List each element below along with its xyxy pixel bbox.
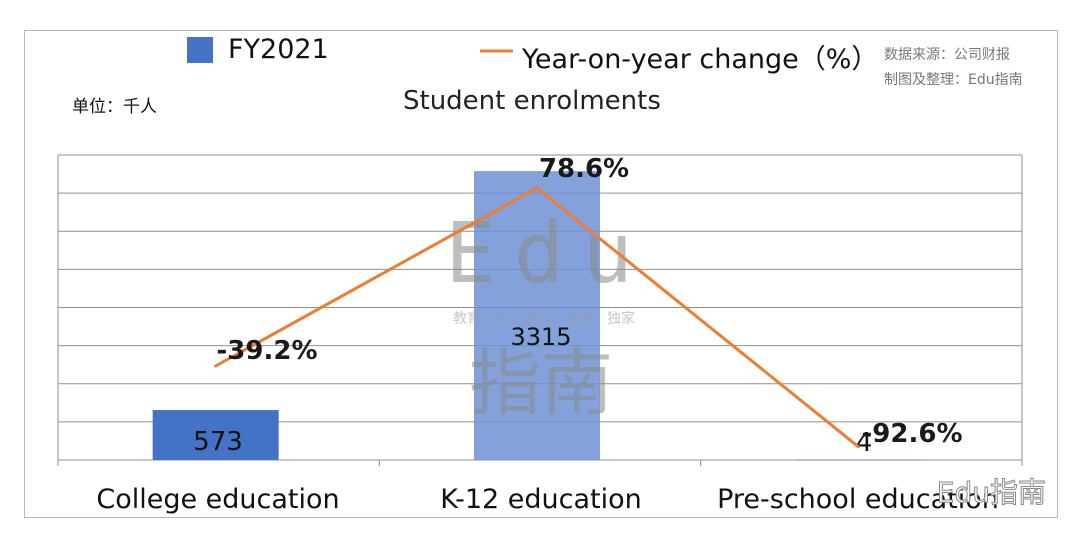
yoy-point-2 <box>856 445 860 449</box>
bar-labels: 573 3315 4 <box>193 323 872 458</box>
source-line-2: 制图及整理：Edu指南 <box>884 72 1023 88</box>
watermark-cjk: 指南 <box>469 341 613 425</box>
legend-line-label: Year-on-year change（%） <box>522 44 879 75</box>
category-label-0: College education <box>96 484 339 515</box>
corner-watermark: Edu指南 <box>937 476 1046 509</box>
yoy-value-label-0: -39.2% <box>217 336 318 366</box>
bar-value-label-1: 3315 <box>510 323 571 351</box>
yoy-value-label-1: 78.6% <box>539 154 629 184</box>
chart-title: Student enrolments <box>403 86 661 116</box>
bar-2 <box>795 459 922 461</box>
yoy-point-1 <box>535 186 539 190</box>
yoy-point-0 <box>214 364 218 368</box>
category-labels: College education K-12 education Pre-schoo… <box>96 484 999 515</box>
bar-value-label-0: 573 <box>193 427 243 457</box>
yoy-value-label-2: -92.6% <box>862 419 963 449</box>
unit-label: 单位：千人 <box>72 97 157 117</box>
legend-marks <box>187 37 513 63</box>
category-label-1: K-12 education <box>440 484 642 515</box>
category-label-2: Pre-school education <box>717 484 999 515</box>
bars <box>152 171 922 461</box>
watermark: Edu 教育行业，前沿、深度、独家 指南 <box>445 204 635 425</box>
bar-1 <box>474 171 600 460</box>
legend-bar-label: FY2021 <box>228 34 329 65</box>
source-line-1: 数据来源：公司财报 <box>884 47 1010 63</box>
legend-bar-swatch <box>187 37 213 63</box>
watermark-tagline: 教育行业，前沿、深度、独家 <box>453 310 635 327</box>
bar-value-label-2: 4 <box>856 428 873 458</box>
bar-0 <box>152 410 279 460</box>
line-labels: -39.2% 78.6% -92.6% <box>217 154 963 449</box>
yoy-line <box>214 186 860 449</box>
